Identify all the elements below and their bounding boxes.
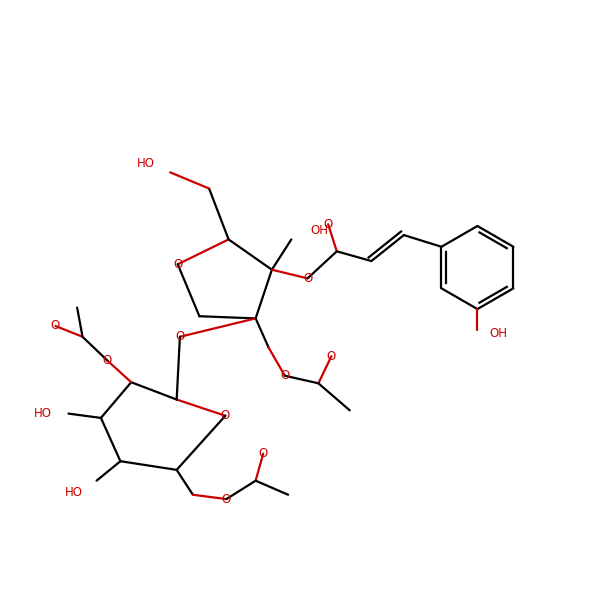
Text: O: O (173, 258, 182, 271)
Text: O: O (303, 272, 312, 285)
Text: OH: OH (311, 224, 329, 237)
Text: O: O (259, 447, 268, 460)
Text: HO: HO (137, 157, 155, 170)
Text: HO: HO (65, 486, 83, 499)
Text: O: O (222, 493, 231, 506)
Text: HO: HO (34, 407, 52, 420)
Text: O: O (51, 319, 60, 332)
Text: O: O (175, 330, 185, 343)
Text: O: O (323, 218, 333, 231)
Text: O: O (221, 409, 230, 422)
Text: O: O (280, 369, 289, 382)
Text: O: O (327, 350, 336, 363)
Text: O: O (103, 354, 112, 367)
Text: OH: OH (489, 326, 507, 340)
